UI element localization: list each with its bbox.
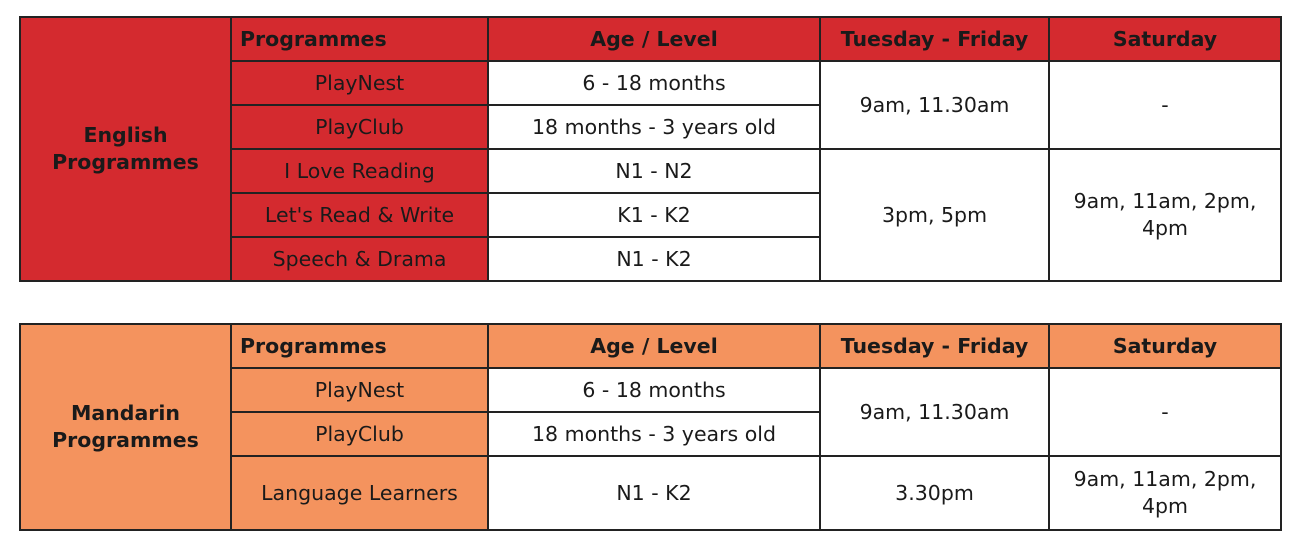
saturday-times-cell: -: [1048, 60, 1282, 150]
age-cell: K1 - K2: [487, 192, 821, 238]
programme-i-love-reading: I Love Reading: [230, 148, 489, 194]
programme-playnest: PlayNest: [230, 367, 489, 413]
english-group-line1: English: [83, 123, 168, 148]
english-group-line2: Programmes: [52, 150, 199, 174]
english-schedule-table: English Programmes Programmes Age / Leve…: [19, 16, 1282, 282]
mandarin-group-line1: Mandarin: [70, 401, 181, 426]
english-group-label: English Programmes: [19, 16, 232, 282]
age-cell: N1 - K2: [487, 236, 821, 282]
mandarin-group-label: Mandarin Programmes: [19, 323, 232, 531]
saturday-times-line2: 4pm: [1141, 216, 1189, 240]
saturday-times-line2: 4pm: [1141, 494, 1189, 518]
header-weekday: Tuesday - Friday: [819, 323, 1050, 369]
age-cell: N1 - K2: [487, 455, 821, 531]
weekday-times-cell: 9am, 11.30am: [819, 367, 1050, 457]
header-saturday: Saturday: [1048, 323, 1282, 369]
age-cell: 6 - 18 months: [487, 367, 821, 413]
mandarin-schedule-table: Mandarin Programmes Programmes Age / Lev…: [19, 323, 1282, 531]
weekday-times-cell: 9am, 11.30am: [819, 60, 1050, 150]
age-cell: 6 - 18 months: [487, 60, 821, 106]
header-age-level: Age / Level: [487, 323, 821, 369]
age-cell: N1 - N2: [487, 148, 821, 194]
weekday-times-cell: 3pm, 5pm: [819, 148, 1050, 282]
header-programmes: Programmes: [230, 323, 489, 369]
saturday-times-line1: 9am, 11am, 2pm,: [1073, 467, 1257, 492]
saturday-times-cell: 9am, 11am, 2pm, 4pm: [1048, 455, 1282, 531]
programme-playnest: PlayNest: [230, 60, 489, 106]
saturday-times-line1: 9am, 11am, 2pm,: [1073, 189, 1257, 214]
saturday-times-cell: 9am, 11am, 2pm, 4pm: [1048, 148, 1282, 282]
programme-speech-drama: Speech & Drama: [230, 236, 489, 282]
weekday-times-cell: 3.30pm: [819, 455, 1050, 531]
header-saturday: Saturday: [1048, 16, 1282, 62]
programme-language-learners: Language Learners: [230, 455, 489, 531]
age-cell: 18 months - 3 years old: [487, 411, 821, 457]
programme-lets-read-write: Let's Read & Write: [230, 192, 489, 238]
header-age-level: Age / Level: [487, 16, 821, 62]
age-cell: 18 months - 3 years old: [487, 104, 821, 150]
header-weekday: Tuesday - Friday: [819, 16, 1050, 62]
header-programmes: Programmes: [230, 16, 489, 62]
programme-playclub: PlayClub: [230, 104, 489, 150]
programme-playclub: PlayClub: [230, 411, 489, 457]
mandarin-group-line2: Programmes: [52, 428, 199, 452]
saturday-times-cell: -: [1048, 367, 1282, 457]
